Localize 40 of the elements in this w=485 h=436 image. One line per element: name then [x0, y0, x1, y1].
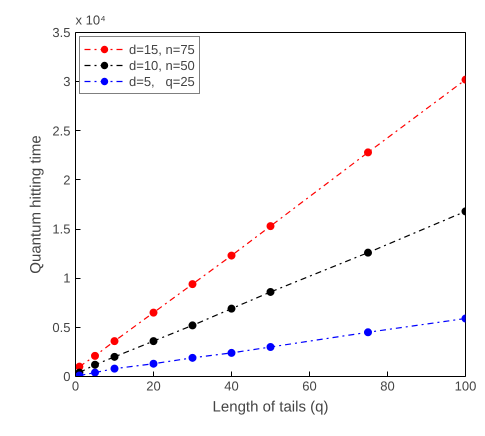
point: [91, 352, 99, 360]
y-tick-label: 1: [63, 270, 71, 286]
point: [110, 364, 118, 373]
point: [364, 328, 372, 336]
point: [228, 304, 236, 313]
text: x 10⁴: [76, 12, 106, 28]
point: [110, 352, 118, 361]
x-tick-label: 40: [224, 378, 239, 394]
x-tick-label: 100: [454, 378, 476, 394]
x-tick-label: 60: [302, 378, 317, 394]
point: [188, 280, 196, 288]
point: [150, 360, 158, 368]
y-tick-label: 0: [63, 369, 71, 384]
point: [266, 222, 274, 230]
point: [364, 248, 372, 257]
y-tick-label: 3: [63, 74, 71, 90]
point: [91, 360, 99, 369]
y-tick-label: 2.5: [52, 123, 71, 138]
point: [364, 148, 372, 156]
point: [188, 321, 196, 330]
y-tick-label: 2: [63, 172, 71, 188]
legend-label: d=5, q=25: [129, 73, 195, 89]
y-axis-title: Quantum hitting time: [27, 135, 44, 274]
point: [188, 354, 196, 362]
x-tick-label: 20: [146, 378, 161, 394]
y-tick-label: 3.5: [52, 25, 71, 40]
legend-label: d=10, n=50: [129, 57, 195, 73]
point: [266, 288, 274, 296]
point: [228, 252, 236, 260]
legend-label: d=15, n=75: [129, 41, 195, 57]
point: [150, 337, 158, 346]
x-tick-label: 80: [380, 378, 395, 394]
y-tick-label: 0.5: [52, 320, 71, 335]
point: [150, 308, 158, 317]
y-tick-label: 1.5: [52, 222, 71, 237]
point: [228, 348, 236, 357]
point: [91, 368, 99, 376]
point: [110, 337, 118, 346]
point: [266, 343, 274, 352]
x-axis-title: Length of tails (q): [212, 398, 328, 416]
